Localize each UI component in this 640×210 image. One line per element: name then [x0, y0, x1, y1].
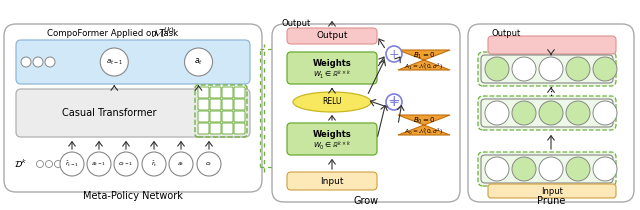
Circle shape: [54, 160, 61, 168]
FancyBboxPatch shape: [198, 111, 209, 122]
FancyBboxPatch shape: [16, 89, 250, 137]
Circle shape: [386, 46, 402, 62]
Text: RELU: RELU: [323, 97, 342, 106]
Text: $a_{t-1}$: $a_{t-1}$: [92, 160, 107, 168]
FancyBboxPatch shape: [222, 87, 233, 98]
Circle shape: [593, 101, 617, 125]
Text: $+$: $+$: [388, 47, 399, 60]
FancyBboxPatch shape: [468, 24, 634, 202]
Text: $W_1 \in \mathbb{R}^{k \times k}$: $W_1 \in \mathbb{R}^{k \times k}$: [313, 68, 351, 81]
Text: $o_t$: $o_t$: [205, 160, 213, 168]
Circle shape: [169, 152, 193, 176]
Circle shape: [33, 57, 43, 67]
Text: $\mathcal{M}^{(k)}$: $\mathcal{M}^{(k)}$: [150, 26, 174, 40]
Polygon shape: [398, 115, 450, 135]
Text: $\hat{r}_{t-1}$: $\hat{r}_{t-1}$: [65, 159, 79, 169]
Text: Weights: Weights: [312, 130, 351, 139]
FancyBboxPatch shape: [210, 111, 221, 122]
FancyBboxPatch shape: [478, 152, 616, 186]
Text: ⋮: ⋮: [545, 87, 557, 97]
Text: $A_0=\mathcal{N}(0,\sigma^2)$: $A_0=\mathcal{N}(0,\sigma^2)$: [404, 127, 444, 137]
Circle shape: [512, 101, 536, 125]
Circle shape: [485, 157, 509, 181]
Text: $B_0=0$: $B_0=0$: [413, 116, 435, 126]
Text: Output: Output: [492, 29, 521, 38]
Circle shape: [60, 152, 84, 176]
FancyBboxPatch shape: [198, 123, 209, 134]
Circle shape: [539, 57, 563, 81]
Text: $A_1=\mathcal{N}(0,\sigma^2)$: $A_1=\mathcal{N}(0,\sigma^2)$: [404, 62, 444, 72]
Circle shape: [593, 57, 617, 81]
Circle shape: [114, 152, 138, 176]
Text: Weights: Weights: [312, 59, 351, 68]
Circle shape: [512, 57, 536, 81]
Circle shape: [512, 157, 536, 181]
FancyBboxPatch shape: [222, 111, 233, 122]
FancyBboxPatch shape: [287, 123, 377, 155]
FancyBboxPatch shape: [234, 123, 245, 134]
Text: Output: Output: [282, 20, 311, 29]
Text: Meta-Policy Network: Meta-Policy Network: [83, 191, 183, 201]
Text: Casual Transformer: Casual Transformer: [62, 108, 157, 118]
Text: $W_0 \in \mathbb{R}^{k \times k}$: $W_0 \in \mathbb{R}^{k \times k}$: [313, 139, 351, 152]
Text: $+$: $+$: [388, 96, 399, 109]
FancyBboxPatch shape: [222, 99, 233, 110]
FancyBboxPatch shape: [287, 172, 377, 190]
Text: CompoFormer Applied on Task: CompoFormer Applied on Task: [47, 29, 178, 38]
FancyBboxPatch shape: [210, 99, 221, 110]
Text: $a_{t-1}$: $a_{t-1}$: [106, 57, 123, 67]
FancyBboxPatch shape: [210, 87, 221, 98]
Text: $B_1=0$: $B_1=0$: [413, 51, 435, 61]
Circle shape: [197, 152, 221, 176]
FancyBboxPatch shape: [222, 123, 233, 134]
FancyBboxPatch shape: [4, 24, 262, 192]
Circle shape: [593, 157, 617, 181]
FancyBboxPatch shape: [198, 87, 209, 98]
FancyBboxPatch shape: [478, 96, 616, 130]
FancyBboxPatch shape: [287, 52, 377, 84]
Circle shape: [45, 160, 52, 168]
Circle shape: [21, 57, 31, 67]
Text: $a_t$: $a_t$: [177, 160, 185, 168]
Circle shape: [539, 101, 563, 125]
Circle shape: [87, 152, 111, 176]
FancyBboxPatch shape: [234, 87, 245, 98]
Text: Grow: Grow: [353, 196, 379, 206]
Circle shape: [386, 94, 402, 110]
FancyBboxPatch shape: [198, 99, 209, 110]
Text: Input: Input: [541, 186, 563, 196]
Text: $a_t$: $a_t$: [194, 57, 203, 67]
FancyBboxPatch shape: [287, 28, 377, 44]
Circle shape: [100, 48, 128, 76]
Text: $\mathcal{D}^k$: $\mathcal{D}^k$: [14, 158, 28, 170]
FancyBboxPatch shape: [210, 123, 221, 134]
FancyBboxPatch shape: [234, 99, 245, 110]
Circle shape: [539, 157, 563, 181]
Circle shape: [485, 101, 509, 125]
FancyBboxPatch shape: [478, 52, 616, 86]
FancyBboxPatch shape: [16, 40, 250, 84]
Circle shape: [142, 152, 166, 176]
Text: $+$: $+$: [387, 94, 401, 109]
Circle shape: [566, 157, 590, 181]
FancyBboxPatch shape: [488, 36, 616, 54]
FancyBboxPatch shape: [272, 24, 460, 202]
Polygon shape: [398, 50, 450, 70]
FancyBboxPatch shape: [488, 184, 616, 198]
FancyBboxPatch shape: [234, 111, 245, 122]
Text: Input: Input: [320, 176, 344, 185]
Circle shape: [566, 57, 590, 81]
Text: $o_{t-1}$: $o_{t-1}$: [118, 160, 134, 168]
Text: $\hat{r}_t$: $\hat{r}_t$: [151, 159, 157, 169]
Text: Output: Output: [316, 32, 348, 41]
Text: Prune: Prune: [537, 196, 565, 206]
Circle shape: [36, 160, 44, 168]
Circle shape: [184, 48, 212, 76]
Ellipse shape: [293, 92, 371, 112]
Circle shape: [45, 57, 55, 67]
Circle shape: [485, 57, 509, 81]
Circle shape: [566, 101, 590, 125]
